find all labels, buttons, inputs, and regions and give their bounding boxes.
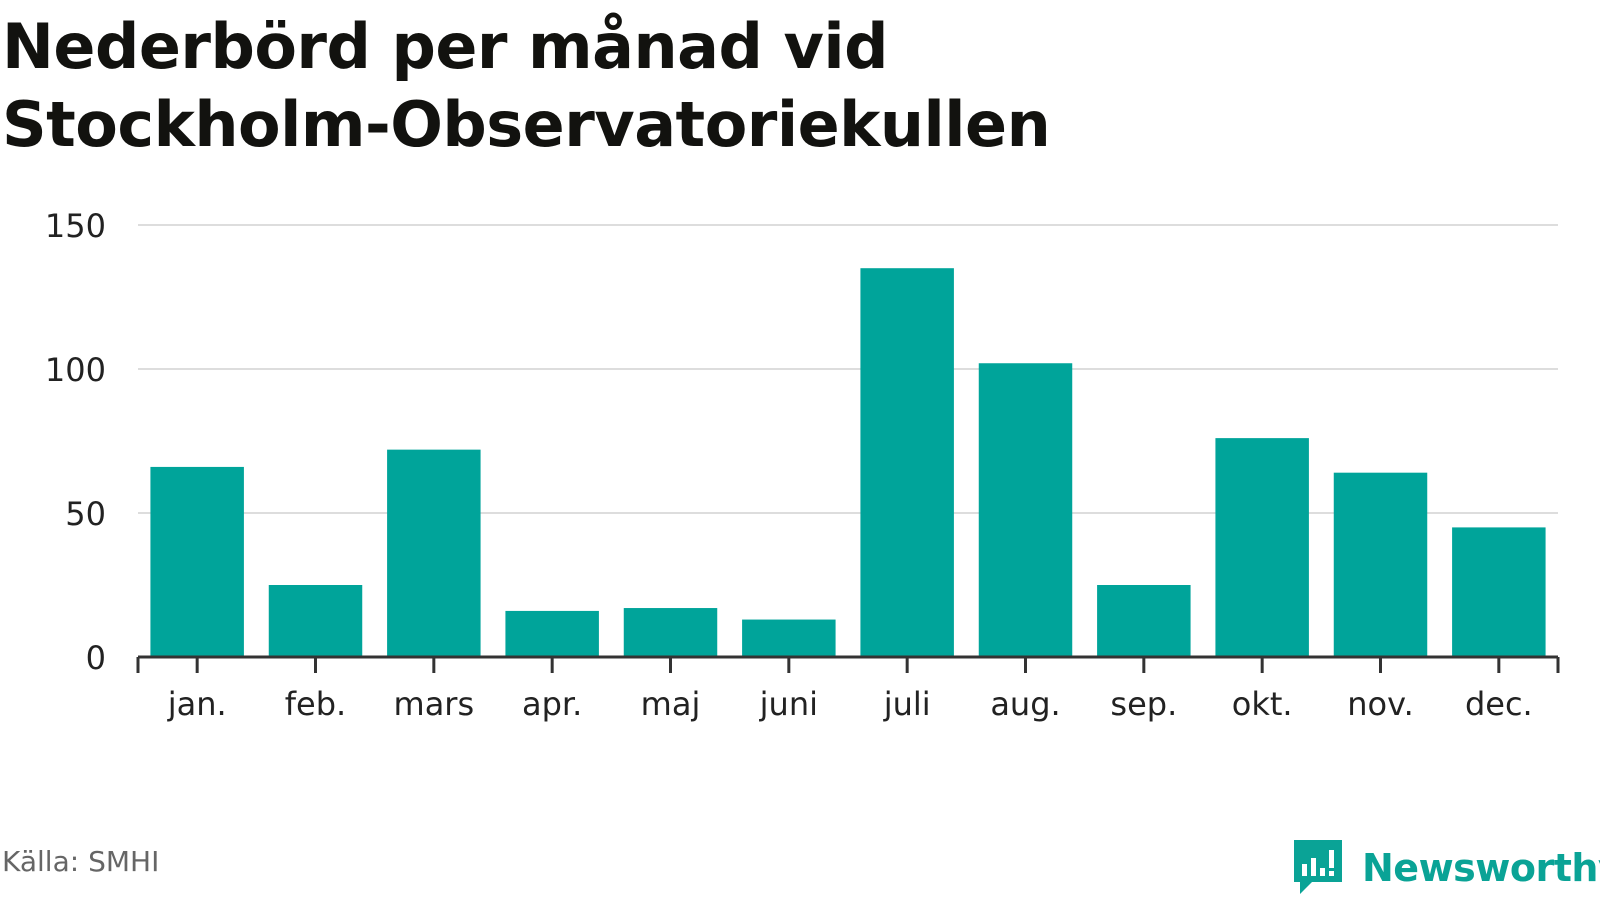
bar [268,585,363,657]
brand-name: Newsworthy [1362,846,1600,890]
x-tick-label: dec. [1465,685,1533,723]
bar [387,449,481,657]
brand-logo: Newsworthy [1290,838,1600,898]
chart-title-line1: Nederbörd per månad vid [2,10,889,83]
x-tick-label: juni [759,685,818,723]
x-tick-label: mars [394,685,475,723]
x-tick-label: juli [883,685,931,723]
source-label: Källa: SMHI [2,845,160,878]
y-tick-label: 50 [65,495,106,533]
bar [1097,585,1191,657]
x-tick-label: apr. [522,685,582,723]
y-tick-label: 0 [86,639,106,677]
y-tick-label: 100 [45,351,106,389]
x-tick-label: sep. [1110,685,1177,723]
bar [505,610,599,657]
x-tick-label: nov. [1347,685,1413,723]
bar-chart-speech-bubble-icon [1294,840,1342,894]
bar [1215,438,1309,657]
x-tick-label: maj [641,685,701,723]
bar [150,466,244,657]
x-tick-label: okt. [1232,685,1293,723]
chart-title-line2: Stockholm-Observatoriekullen [2,88,1051,161]
x-tick-label: jan. [167,685,227,723]
x-tick-label: aug. [990,685,1060,723]
bar [1333,472,1428,657]
chart-title: Nederbörd per månad vid Stockholm-Observ… [2,8,1562,164]
bar [742,619,836,657]
x-tick-label: feb. [285,685,346,723]
bar [978,363,1073,657]
bar [623,608,718,657]
y-tick-label: 150 [45,207,106,245]
bar [860,268,954,657]
bar [1452,527,1546,657]
